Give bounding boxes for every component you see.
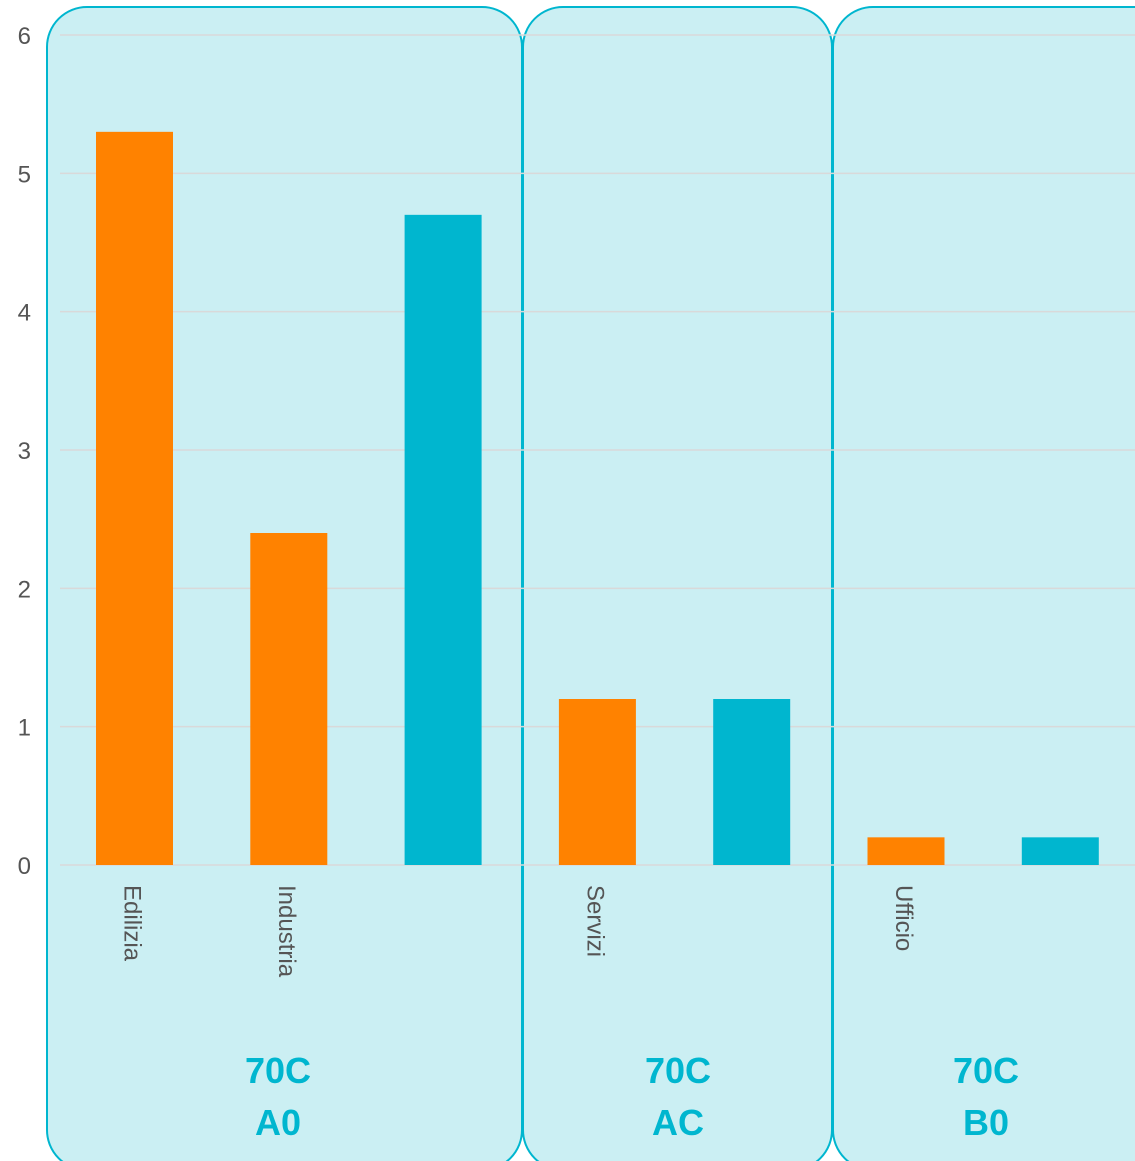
group-label-1-line1: 70C bbox=[245, 1050, 311, 1091]
category-label-edilizia: Edilizia bbox=[119, 885, 146, 962]
group-label-3-line2: B0 bbox=[963, 1102, 1009, 1143]
group-label-2-line1: 70C bbox=[645, 1050, 711, 1091]
category-label-industria: Industria bbox=[273, 885, 300, 978]
y-tick-label-4: 4 bbox=[18, 300, 31, 327]
category-label-ufficio: Ufficio bbox=[890, 885, 917, 951]
category-label-servizi: Servizi bbox=[581, 885, 608, 957]
category-labels: Edilizia Industria Servizi Ufficio bbox=[119, 885, 918, 978]
bar-1-1 bbox=[96, 131, 173, 866]
bar-2-2 bbox=[713, 699, 791, 865]
y-tick-label-1: 1 bbox=[18, 715, 31, 742]
bar-1-2 bbox=[250, 533, 328, 865]
group-boxes bbox=[46, 6, 1135, 1161]
bar-2-1 bbox=[558, 699, 636, 865]
bars bbox=[96, 131, 1099, 866]
y-tick-label-2: 2 bbox=[18, 576, 31, 603]
group-labels: 70C A0 70C AC 70C B0 bbox=[245, 1050, 1019, 1143]
y-tick-label-5: 5 bbox=[18, 161, 31, 188]
group-label-1-line2: A0 bbox=[255, 1102, 301, 1143]
bar-3-1 bbox=[867, 837, 945, 865]
group-label-3-line1: 70C bbox=[953, 1050, 1019, 1091]
group-label-2-line2: AC bbox=[652, 1102, 704, 1143]
y-tick-label-6: 6 bbox=[18, 23, 31, 50]
group-box-2 bbox=[522, 6, 833, 1161]
y-tick-label-3: 3 bbox=[18, 438, 31, 465]
group-box-3 bbox=[832, 6, 1135, 1161]
y-tick-label-0: 0 bbox=[18, 853, 31, 880]
bar-1-3 bbox=[404, 214, 482, 866]
bar-3-2 bbox=[1021, 837, 1099, 865]
y-axis: 0 1 2 3 4 5 6 bbox=[18, 23, 31, 880]
